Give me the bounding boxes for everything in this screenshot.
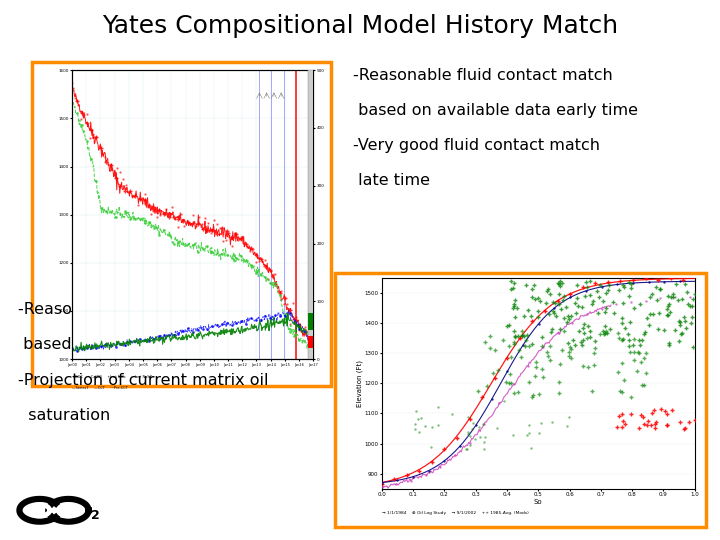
Text: -Very good fluid contact match: -Very good fluid contact match <box>353 138 600 153</box>
X-axis label: So: So <box>534 498 542 504</box>
Text: —Series7     —CCT     ···Pre-CCT: —Series7 —CCT ···Pre-CCT <box>72 387 128 390</box>
Bar <box>335 273 706 526</box>
Y-axis label: Elevation (Ft): Elevation (Ft) <box>356 360 363 407</box>
Text: saturation: saturation <box>18 408 110 423</box>
Text: -Reasonable fluid contact match: -Reasonable fluid contact match <box>353 68 613 83</box>
Text: Yates Compositional Model History Match: Yates Compositional Model History Match <box>102 14 618 37</box>
Text: → 1/1/1984    ⊕ Oil Log Study    → 9/1/2002    ++ 1985-Avg. (Mods): → 1/1/1984 ⊕ Oil Log Study → 9/1/2002 ++… <box>382 511 528 515</box>
Text: -Reasonable oil saturation match: -Reasonable oil saturation match <box>18 302 284 318</box>
Text: late time: late time <box>353 173 430 188</box>
Text: -Projection of current matrix oil: -Projection of current matrix oil <box>18 373 269 388</box>
Bar <box>307 313 317 330</box>
Text: based on available data early time: based on available data early time <box>353 103 638 118</box>
Bar <box>307 336 317 348</box>
Text: 2: 2 <box>91 509 100 522</box>
Text: based on 1984 log saturation study: based on 1984 log saturation study <box>18 338 309 353</box>
Bar <box>32 62 331 386</box>
Bar <box>307 70 317 359</box>
Text: +OGC     ·-CaWO     +Inst MOc     ···Inst NaSOc: +OGC ·-CaWO +Inst MOc ···Inst NaSOc <box>72 375 154 379</box>
